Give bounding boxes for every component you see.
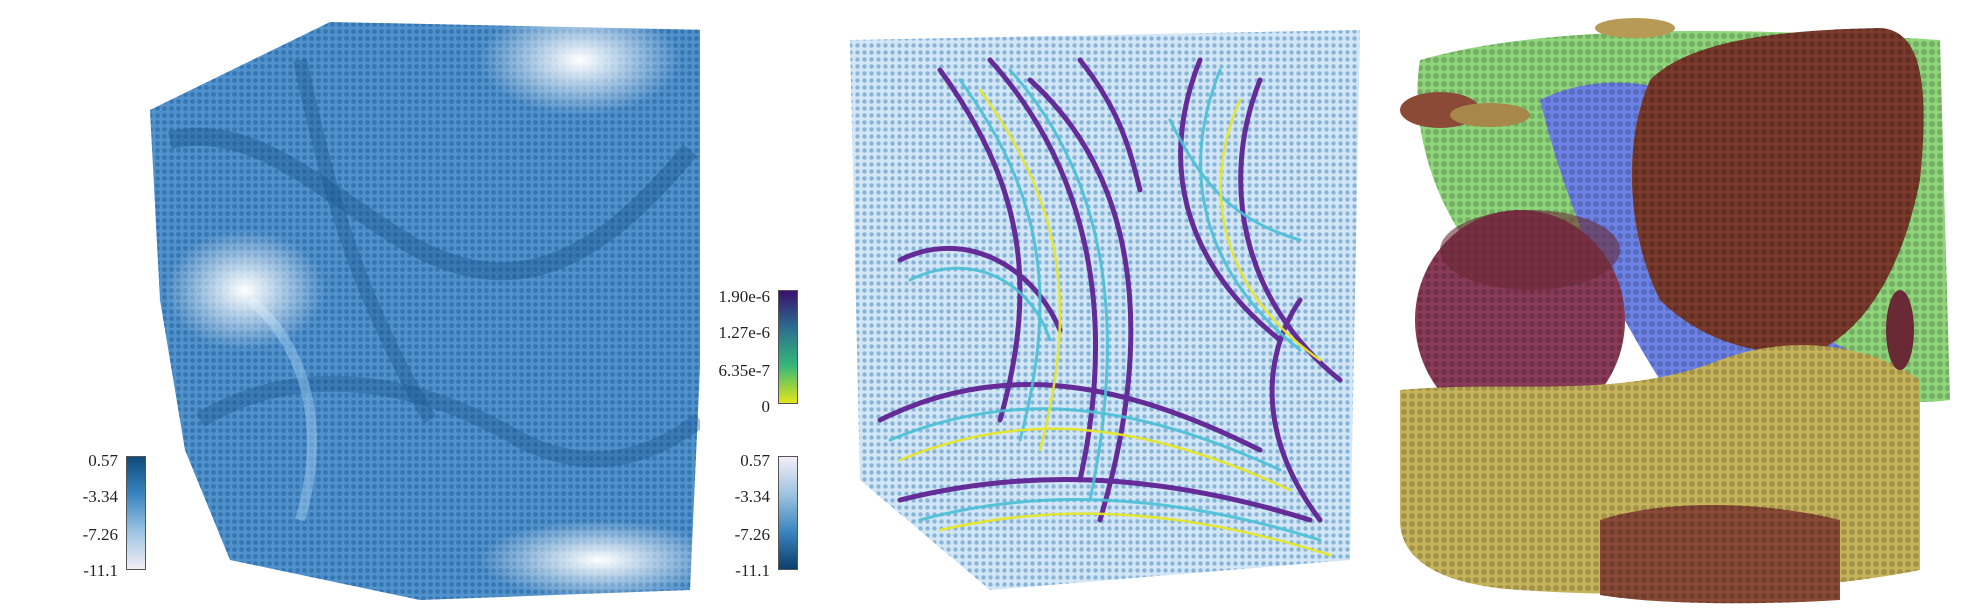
tick-label: 0.57: [740, 451, 770, 470]
volume-render-panel: 0.57 -3.34 -7.26 -11.1: [0, 0, 700, 614]
segmentation-panel: [1360, 0, 1964, 614]
tick-label: 1.90e-6: [718, 287, 770, 306]
tick-label: -11.1: [735, 561, 770, 580]
tick-label: -3.34: [734, 487, 770, 506]
tick-label: -7.26: [734, 525, 770, 544]
tick-label: 1.27e-6: [718, 323, 770, 342]
colorbar-middle-bottom: [778, 456, 798, 570]
tick-label: 6.35e-7: [718, 361, 770, 380]
segmentation-render: [1400, 18, 1950, 604]
tick-label: 0: [761, 397, 771, 416]
streamline-render: [850, 30, 1360, 590]
tick-label: 0.57: [88, 451, 118, 470]
colorbar-left: [126, 456, 146, 570]
blue-volume-render: [150, 5, 700, 600]
tick-label: -7.26: [82, 525, 118, 544]
tick-label: -11.1: [83, 561, 118, 580]
streamline-panel: 1.90e-6 1.27e-6 6.35e-7 0 0.57 -3.34 -7.…: [700, 0, 1360, 614]
tick-label: -3.34: [82, 487, 118, 506]
colorbar-middle-top: [778, 290, 798, 404]
